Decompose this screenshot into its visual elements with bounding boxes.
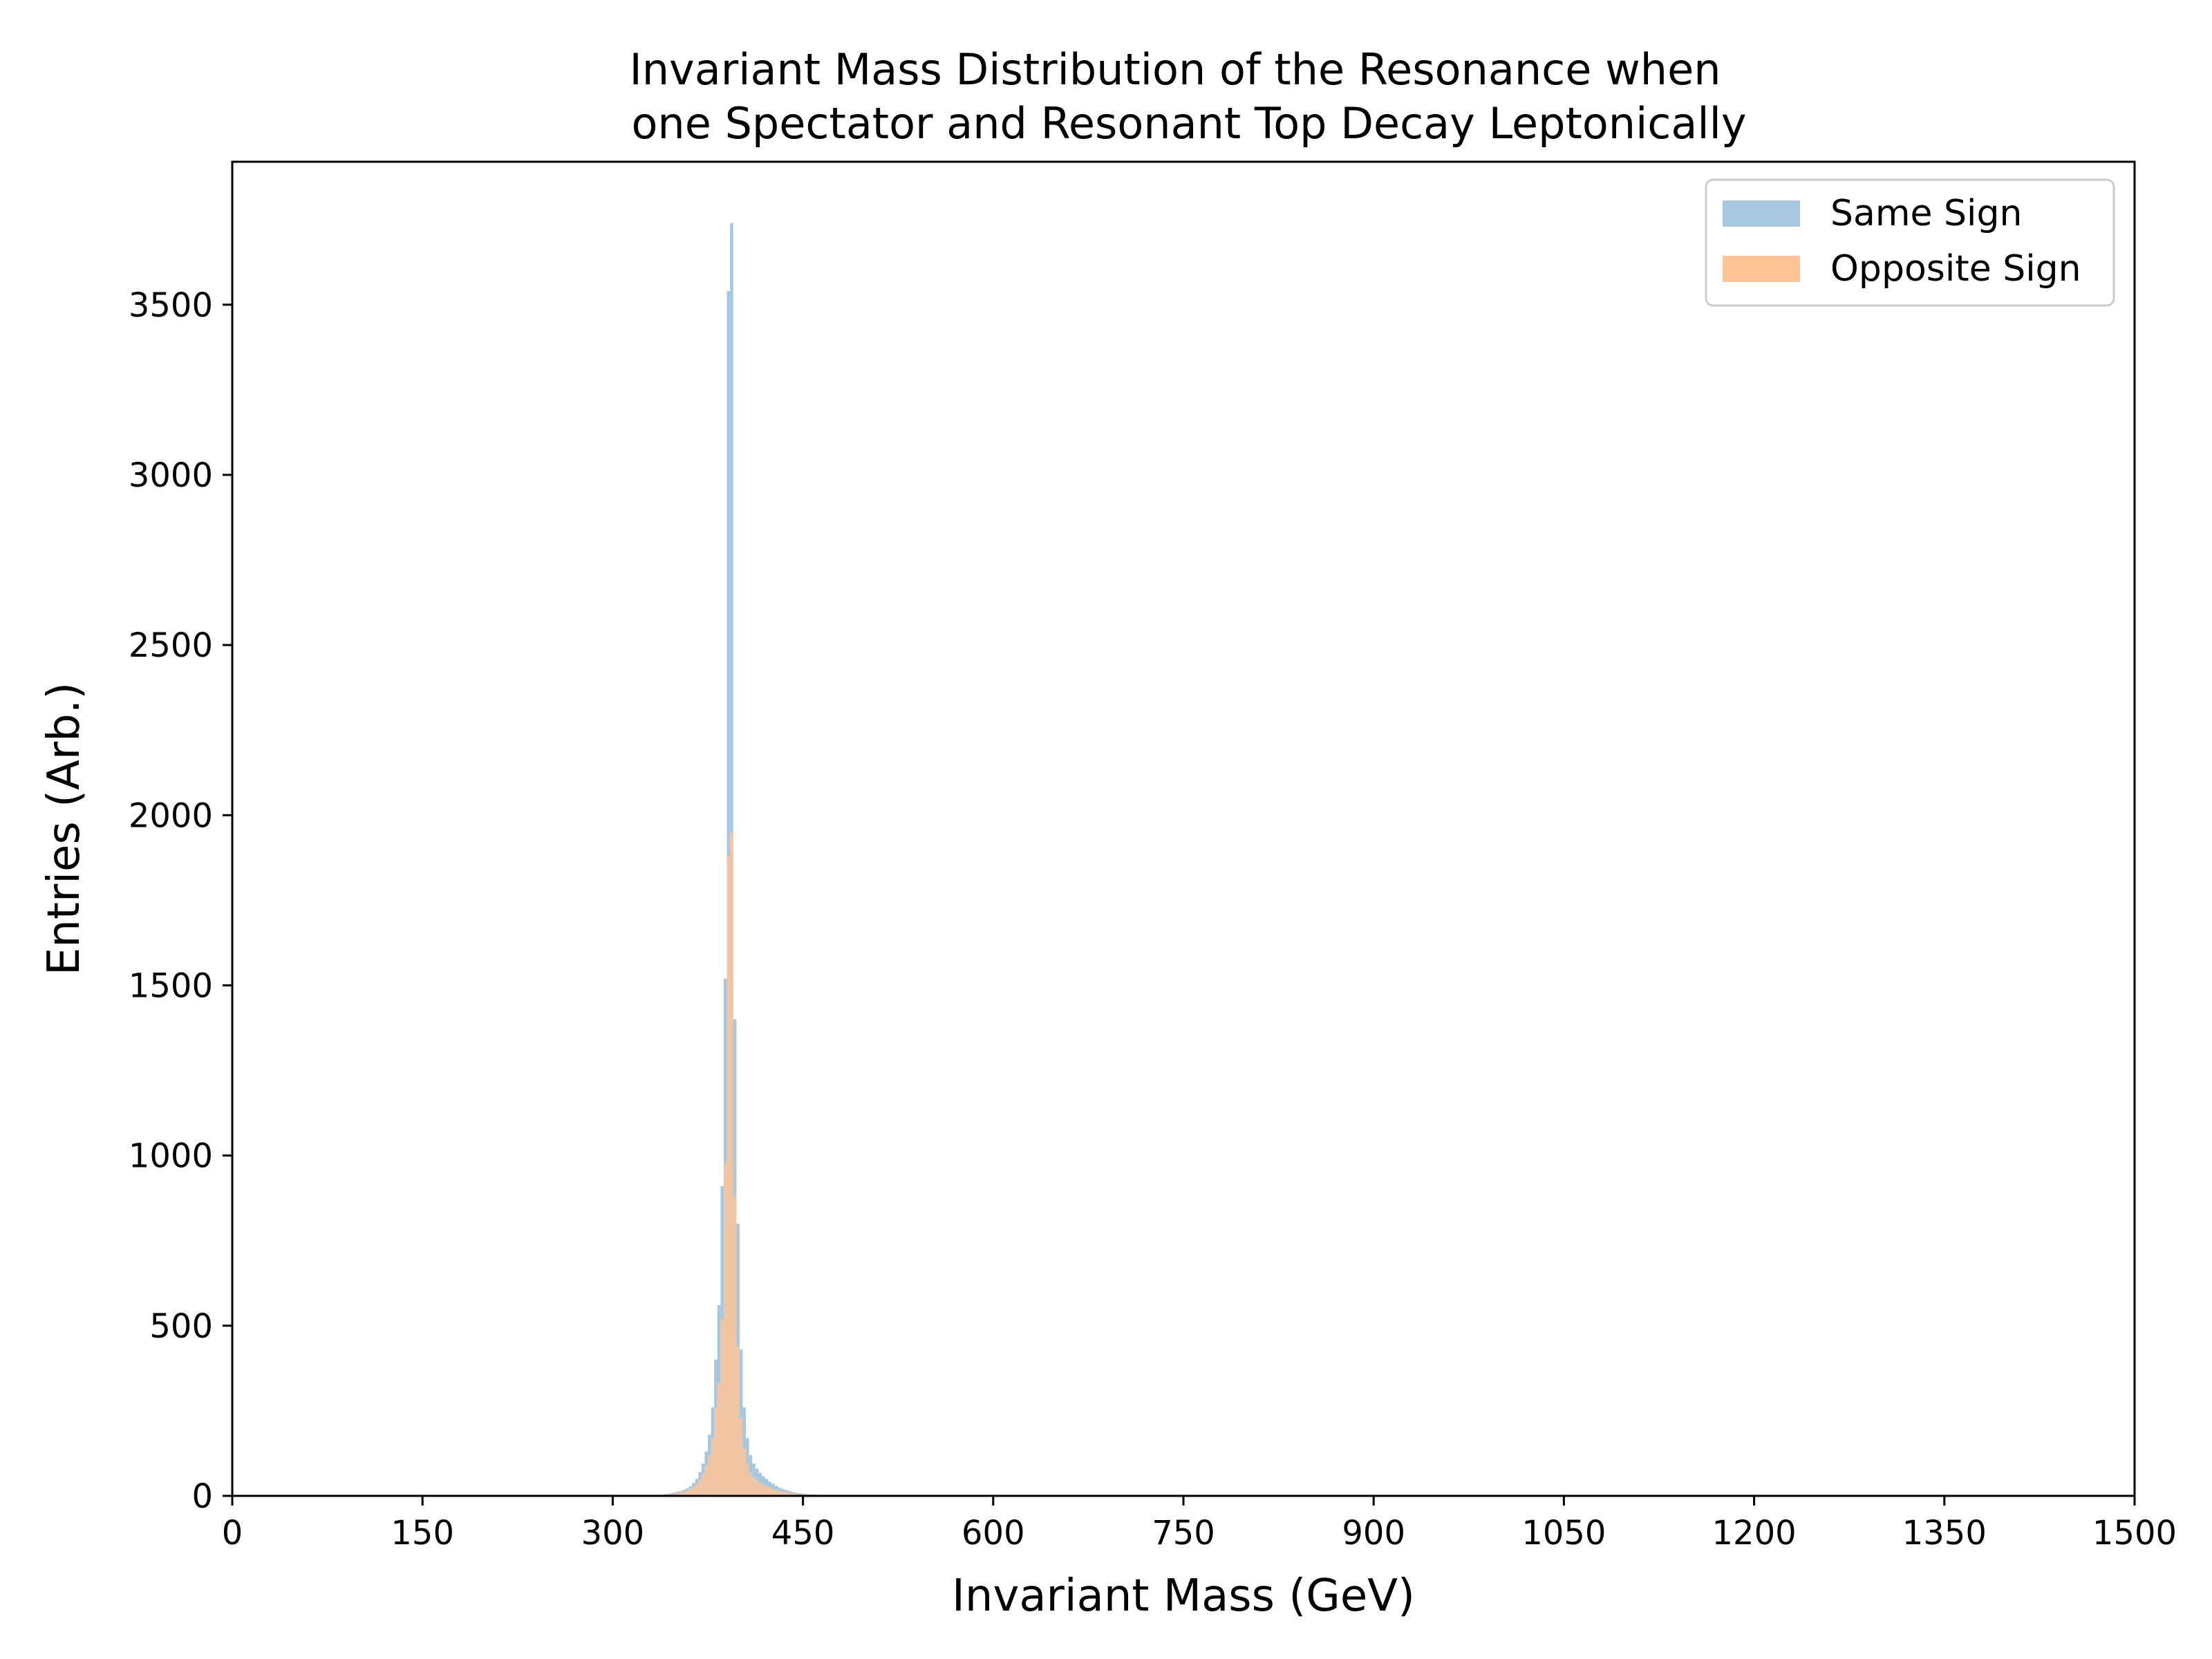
y-tick-label: 1000 bbox=[129, 1137, 213, 1176]
y-tick-label: 500 bbox=[149, 1307, 213, 1346]
legend-swatch-same-sign bbox=[1723, 200, 1800, 227]
histogram-bar bbox=[701, 1474, 705, 1496]
x-tick-label: 900 bbox=[1342, 1514, 1405, 1553]
legend-swatch-opposite-sign bbox=[1723, 256, 1800, 282]
y-tick-label: 2000 bbox=[129, 796, 213, 835]
y-tick-label: 3000 bbox=[129, 456, 213, 495]
chart-title-line1: Invariant Mass Distribution of the Reson… bbox=[629, 44, 1721, 95]
legend-label-same-sign: Same Sign bbox=[1830, 193, 2022, 234]
histogram-bar bbox=[679, 1492, 683, 1496]
y-tick-label: 3500 bbox=[129, 286, 213, 325]
histogram-bar bbox=[704, 1465, 708, 1496]
legend-label-opposite-sign: Opposite Sign bbox=[1830, 248, 2081, 290]
histogram-bar bbox=[777, 1490, 781, 1496]
histogram-bar bbox=[774, 1490, 778, 1496]
histogram-bar bbox=[695, 1483, 699, 1496]
histogram-bar bbox=[758, 1482, 762, 1496]
y-axis-ticks: 0 500 1000 1500 2000 2500 3000 3500 bbox=[129, 286, 232, 1516]
histogram-bar bbox=[771, 1488, 775, 1496]
x-tick-label: 600 bbox=[962, 1514, 1025, 1553]
histogram-bar bbox=[714, 1407, 718, 1496]
histogram-bar bbox=[682, 1492, 686, 1496]
histogram-bar bbox=[698, 1479, 702, 1496]
histogram-bar bbox=[768, 1487, 771, 1496]
histogram-bar bbox=[692, 1486, 695, 1496]
histogram-bar bbox=[720, 1318, 724, 1496]
y-tick-label: 0 bbox=[191, 1477, 213, 1516]
y-tick-label: 2500 bbox=[129, 626, 213, 665]
legend-frame bbox=[1705, 178, 2115, 307]
x-tick-label: 1200 bbox=[1712, 1514, 1797, 1553]
x-tick-label: 150 bbox=[391, 1514, 454, 1553]
histogram-bar bbox=[749, 1472, 753, 1496]
x-tick-label: 0 bbox=[222, 1514, 243, 1553]
histogram-bar bbox=[723, 1162, 727, 1496]
x-tick-label: 750 bbox=[1152, 1514, 1215, 1553]
histogram-bar bbox=[730, 832, 733, 1496]
histogram-bar bbox=[752, 1477, 756, 1496]
histogram-bar bbox=[717, 1383, 721, 1496]
x-tick-label: 1500 bbox=[2092, 1514, 2177, 1553]
histogram-bar bbox=[790, 1493, 794, 1496]
histogram-bar bbox=[676, 1493, 679, 1496]
x-tick-label: 1350 bbox=[1902, 1514, 1987, 1553]
histogram-bar bbox=[685, 1490, 689, 1496]
histogram-bar bbox=[780, 1491, 785, 1496]
histogram-bar bbox=[736, 1346, 740, 1496]
histogram-bar bbox=[711, 1438, 715, 1496]
x-axis-label: Invariant Mass (GeV) bbox=[952, 1571, 1415, 1622]
legend: Same Sign Opposite Sign bbox=[1705, 178, 2115, 307]
histogram-bar bbox=[742, 1448, 747, 1496]
x-axis-ticks: 0 150 300 450 600 750 900 1050 1200 1350 1500 bbox=[222, 1496, 2177, 1553]
histogram-bar bbox=[727, 856, 731, 1496]
histogram-bar bbox=[784, 1492, 787, 1496]
histogram-bar bbox=[746, 1463, 749, 1496]
y-axis-label: Entries (Arb.) bbox=[39, 682, 90, 975]
histogram-bar bbox=[708, 1454, 711, 1496]
histogram-bar bbox=[739, 1417, 743, 1496]
histogram-bar bbox=[761, 1484, 765, 1496]
y-tick-label: 1500 bbox=[129, 966, 213, 1005]
x-tick-label: 450 bbox=[771, 1514, 835, 1553]
histogram-bar bbox=[755, 1480, 759, 1496]
x-tick-label: 300 bbox=[581, 1514, 645, 1553]
chart-title-line2: one Spectator and Resonant Top Decay Lep… bbox=[631, 98, 1746, 149]
x-tick-label: 1050 bbox=[1521, 1514, 1606, 1553]
histogram-bar bbox=[787, 1492, 791, 1496]
histogram-bar bbox=[765, 1485, 769, 1496]
histogram-bar bbox=[733, 1196, 737, 1496]
histogram-bar bbox=[688, 1489, 693, 1496]
